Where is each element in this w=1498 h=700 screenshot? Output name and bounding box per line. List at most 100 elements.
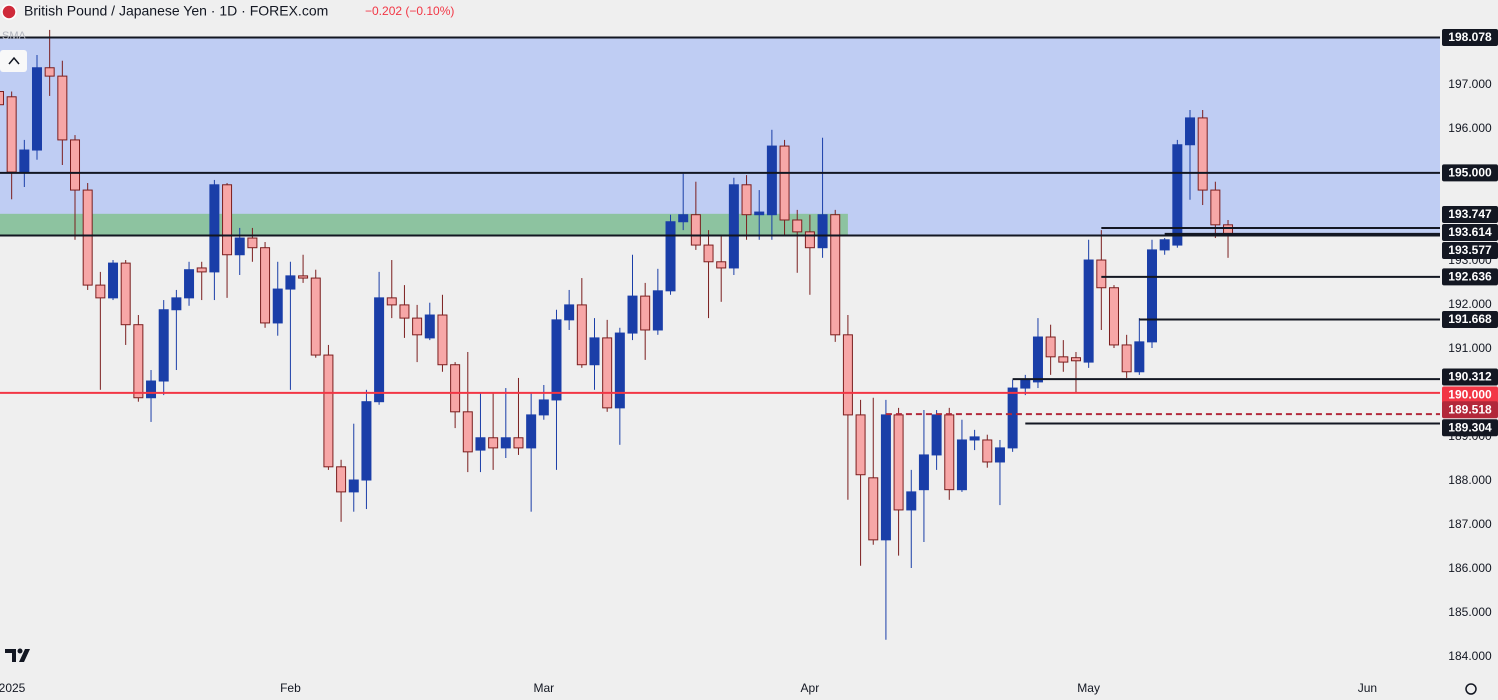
- candle-body: [19, 149, 30, 173]
- y-tick-label: 185.000: [1448, 605, 1492, 619]
- candle-body: [44, 67, 55, 77]
- candle-body: [526, 414, 537, 449]
- candle-body: [1007, 387, 1018, 449]
- x-tick-label: Feb: [280, 681, 301, 695]
- level-label: 193.577: [1448, 243, 1492, 257]
- y-tick-label: 186.000: [1448, 561, 1492, 575]
- candle-body: [247, 237, 258, 249]
- level-label: 193.747: [1448, 207, 1492, 221]
- candle-body: [766, 145, 777, 216]
- candle-body: [1083, 259, 1094, 363]
- settings-icon[interactable]: [1465, 683, 1477, 695]
- level-labels: 198.078 195.000 193.747 193.614 193.577 192.6…: [1442, 28, 1498, 437]
- y-tick-label: 196.000: [1448, 121, 1492, 135]
- candle-body: [1147, 249, 1157, 343]
- candle-body: [184, 269, 195, 299]
- candle-body: [640, 295, 651, 331]
- y-tick-label: 187.000: [1448, 517, 1492, 531]
- candle-body: [741, 184, 752, 216]
- level-label: 190.000: [1448, 388, 1492, 402]
- symbol-flag[interactable]: [1, 4, 17, 20]
- level-label-box: [1442, 386, 1498, 404]
- candle-body: [703, 244, 714, 263]
- candle-body: [716, 261, 727, 269]
- candle-body: [361, 401, 372, 481]
- candle-body: [323, 354, 334, 468]
- indicator-label[interactable]: SMA: [2, 30, 27, 42]
- candle-body: [754, 211, 765, 216]
- candle-body: [855, 414, 866, 476]
- candle-body: [564, 304, 575, 321]
- level-label-box: [1442, 311, 1498, 329]
- level-label-box: [1442, 28, 1498, 46]
- level-label-box: [1442, 419, 1498, 437]
- x-tick-label: Apr: [801, 681, 820, 695]
- candle-body: [830, 214, 841, 336]
- candle-body: [602, 337, 613, 409]
- candle-body: [336, 466, 347, 493]
- candle-body: [1070, 357, 1081, 362]
- candle-body: [944, 414, 955, 491]
- candle-body: [576, 304, 587, 366]
- collapse-button[interactable]: [0, 50, 27, 72]
- candle-body: [906, 491, 917, 511]
- level-label-box: [1442, 368, 1498, 386]
- candle-body: [1197, 117, 1208, 191]
- logo-part: [19, 649, 30, 662]
- time-axis: 2025 Feb Mar Apr May Jun: [0, 681, 1377, 695]
- candle-body: [969, 436, 980, 441]
- level-label-box: [1442, 268, 1498, 286]
- candle-body: [614, 332, 625, 409]
- candle-body: [120, 262, 131, 326]
- candle-body: [146, 380, 157, 399]
- level-label: 189.518: [1448, 402, 1492, 416]
- candle-body: [424, 314, 435, 339]
- candle-body: [918, 454, 929, 491]
- candle-body: [779, 145, 790, 221]
- level-label: 195.000: [1448, 166, 1492, 180]
- candle-body: [551, 319, 562, 401]
- candle-body: [1210, 189, 1221, 226]
- symbol-title[interactable]: British Pound / Japanese Yen · 1D · FORE…: [24, 3, 328, 19]
- candle-body: [982, 439, 993, 463]
- level-label-box: [1442, 205, 1498, 223]
- levels: [0, 36, 1440, 425]
- candle-body: [1096, 259, 1107, 289]
- candle-body: [1185, 117, 1196, 146]
- level-label-box: [1442, 401, 1498, 419]
- level-label-box: [1442, 164, 1498, 182]
- candle-body: [627, 295, 638, 334]
- candle-body: [488, 437, 499, 449]
- candle-body: [880, 414, 891, 541]
- y-tick-label: 188.000: [1448, 473, 1492, 487]
- candle-body: [108, 262, 119, 299]
- y-tick-label: 199.000: [1448, 0, 1492, 3]
- candle-body: [57, 75, 68, 141]
- candle-body: [817, 214, 828, 249]
- candle-body: [298, 275, 309, 279]
- candle-body: [272, 288, 283, 324]
- level-label: 198.078: [1448, 30, 1492, 44]
- candle-body: [285, 275, 296, 290]
- candle-body: [652, 290, 663, 331]
- candle-body: [31, 67, 42, 151]
- candle-body: [133, 324, 144, 399]
- y-tick-label: 191.000: [1448, 341, 1492, 355]
- candle-body: [1058, 356, 1069, 363]
- candle-body: [82, 189, 93, 286]
- level-label: 189.304: [1448, 420, 1492, 434]
- y-tick-label: 184.000: [1448, 649, 1492, 663]
- candle-body: [209, 184, 220, 273]
- candle-body: [450, 364, 461, 413]
- candle-body: [868, 477, 879, 541]
- candle-body: [0, 91, 4, 106]
- logo[interactable]: [5, 648, 30, 663]
- candle-body: [1121, 344, 1132, 373]
- candle-body: [728, 184, 739, 269]
- candle-body: [589, 337, 600, 366]
- candle-body: [171, 297, 182, 311]
- candle-body: [437, 314, 448, 366]
- candle-body: [994, 447, 1005, 463]
